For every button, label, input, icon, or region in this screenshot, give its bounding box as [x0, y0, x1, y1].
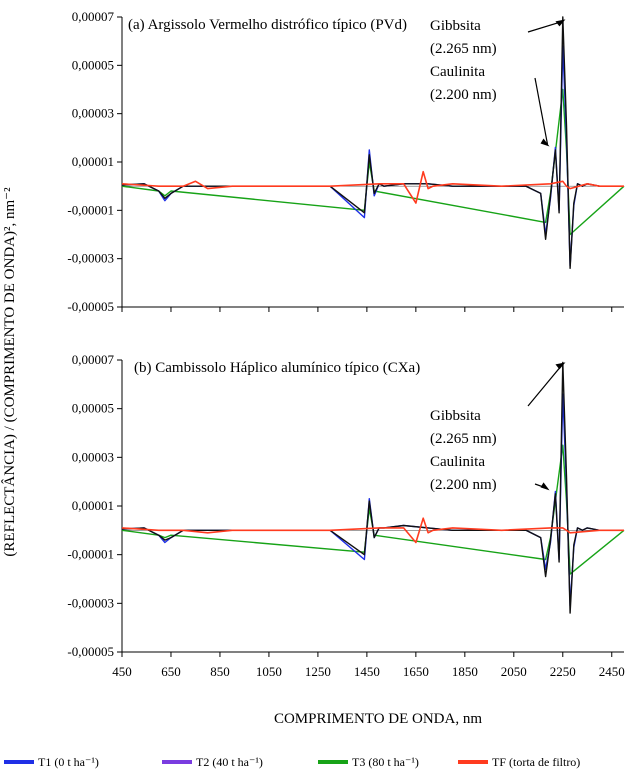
x-tick-label: 2450 [599, 664, 625, 679]
x-tick-label: 2050 [501, 664, 527, 679]
x-axis: 450 650 850 1050 1250 1450 1650 1850 2050 2250 245… [112, 664, 625, 679]
y-tick-label: 0,00005 [72, 401, 114, 416]
y-tick-label: 0,00001 [72, 154, 114, 169]
series-line-t1 [121, 45, 624, 267]
y-tick-label: 0,00005 [72, 57, 114, 72]
y-tick-label: 0,00001 [72, 498, 114, 513]
x-tick-label: 1650 [403, 664, 429, 679]
y-tick-label: -0,00005 [67, 644, 114, 659]
y-tick-label: -0,00001 [67, 202, 114, 217]
legend-label: T3 (80 t ha⁻¹) [352, 755, 419, 769]
y-tick-label: 0,00007 [72, 9, 115, 24]
y-tick-label: 0,00007 [72, 352, 115, 367]
annotation-arrowhead [555, 19, 566, 27]
annotation-caulinita: Caulinita [430, 64, 485, 80]
x-tick-label: 1050 [256, 664, 282, 679]
x-tick-label: 2250 [550, 664, 576, 679]
annotation-arrow [527, 364, 563, 407]
y-tick-label: -0,00005 [67, 299, 114, 314]
series-line-t2 [121, 16, 624, 269]
legend: T1 (0 t ha⁻¹) T2 (40 t ha⁻¹) T3 (80 t ha⁻¹… [4, 755, 580, 769]
panel-title: (a) Argissolo Vermelho distrófico típico… [128, 17, 407, 33]
x-tick-label: 1450 [354, 664, 380, 679]
annotation-caulinita-wavelength: (2.200 nm) [430, 87, 497, 103]
series-line-t1 [121, 393, 624, 607]
y-tick-label: -0,00001 [67, 547, 114, 562]
y-tick-label: 0,00003 [72, 106, 114, 121]
annotation-arrowhead [555, 362, 566, 370]
annotation-gibbsita-wavelength: (2.265 nm) [430, 431, 497, 447]
y-axis-label: (REFLECTÂNCIA) / (COMPRIMENTO DE ONDA)²,… [1, 187, 18, 557]
y-tick-label: -0,00003 [67, 251, 114, 266]
annotation-gibbsita-wavelength: (2.265 nm) [430, 41, 497, 57]
annotation-caulinita: Caulinita [430, 454, 485, 470]
x-tick-label: 650 [161, 664, 181, 679]
legend-label: TF (torta de filtro) [492, 755, 580, 769]
annotation-caulinita-wavelength: (2.200 nm) [430, 477, 497, 493]
legend-label: T1 (0 t ha⁻¹) [38, 755, 99, 769]
x-tick-label: 450 [112, 664, 132, 679]
annotation-arrow [534, 77, 549, 145]
series-line-tf [121, 517, 624, 544]
annotation-arrow [527, 20, 563, 33]
legend-label: T2 (40 t ha⁻¹) [196, 755, 263, 769]
panel-b: 0,00007 0,00005 0,00003 0,00001 -0,00001 -0,0… [67, 352, 625, 659]
series-line-t2 [121, 361, 624, 614]
annotation-arrowhead [540, 482, 550, 491]
y-tick-label: 0,00003 [72, 449, 114, 464]
x-tick-label: 850 [210, 664, 230, 679]
panel-title: (b) Cambissolo Háplico alumínico típico … [134, 360, 420, 376]
x-tick-label: 1250 [305, 664, 331, 679]
x-tick-label: 1850 [452, 664, 478, 679]
annotation-gibbsita: Gibbsita [430, 408, 481, 424]
panel-a: 0,00007 0,00005 0,00003 0,00001 -0,00001 -0,0… [67, 9, 625, 314]
x-axis-label: COMPRIMENTO DE ONDA, nm [274, 711, 482, 727]
annotation-gibbsita: Gibbsita [430, 18, 481, 34]
series-line-tf [121, 170, 624, 204]
y-tick-label: -0,00003 [67, 595, 114, 610]
annotation-arrowhead [540, 138, 550, 147]
